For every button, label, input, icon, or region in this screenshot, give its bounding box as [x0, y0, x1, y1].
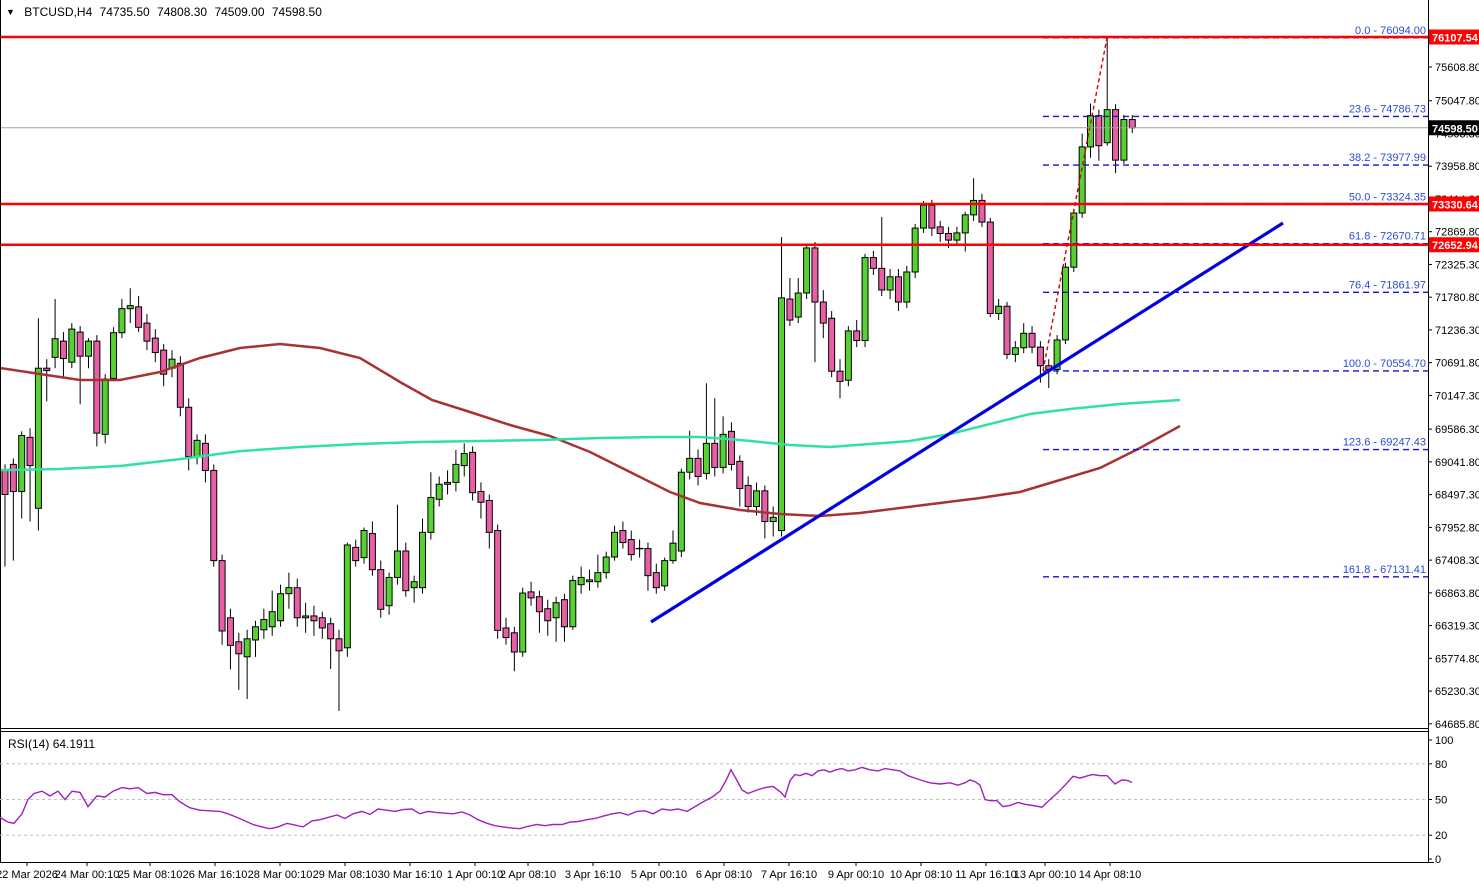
svg-text:75608.80: 75608.80: [1435, 62, 1479, 74]
svg-text:66319.30: 66319.30: [1435, 621, 1479, 633]
svg-text:61.8 - 72670.71: 61.8 - 72670.71: [1349, 231, 1426, 243]
svg-text:38.2 - 73977.99: 38.2 - 73977.99: [1349, 152, 1426, 164]
svg-text:14 Apr 08:10: 14 Apr 08:10: [1079, 869, 1141, 881]
svg-text:76.4 - 71861.97: 76.4 - 71861.97: [1349, 279, 1426, 291]
horizontal-level-lines[interactable]: [0, 35, 1428, 246]
svg-text:69041.80: 69041.80: [1435, 457, 1479, 469]
svg-text:30 Mar 16:10: 30 Mar 16:10: [378, 869, 443, 881]
svg-text:80: 80: [1435, 759, 1447, 771]
svg-text:70691.80: 70691.80: [1435, 358, 1479, 370]
svg-text:100: 100: [1435, 735, 1453, 747]
svg-text:72325.30: 72325.30: [1435, 259, 1479, 271]
rsi-panel[interactable]: 100 80 50 20 0: [0, 735, 1453, 866]
fibonacci-retracement[interactable]: 0.0 - 76094.00 23.6 - 74786.73 38.2 - 7397…: [1042, 25, 1428, 578]
svg-text:100.0 - 70554.70: 100.0 - 70554.70: [1343, 358, 1426, 370]
svg-text:69586.30: 69586.30: [1435, 424, 1479, 436]
svg-text:3 Apr 16:10: 3 Apr 16:10: [565, 869, 621, 881]
symbol-period-label: BTCUSD,H4: [24, 5, 93, 19]
ohlc-open-value: 74735.50: [99, 5, 150, 19]
chart-menu-dropdown-icon[interactable]: ▼: [6, 7, 15, 17]
svg-text:65774.80: 65774.80: [1435, 653, 1479, 665]
svg-text:161.8 - 67131.41: 161.8 - 67131.41: [1343, 564, 1426, 576]
level-price-tag: 72652.94: [1429, 237, 1479, 253]
ma-slow-line: [0, 342, 1181, 518]
svg-text:71236.30: 71236.30: [1435, 325, 1479, 337]
svg-text:6 Apr 08:10: 6 Apr 08:10: [696, 869, 752, 881]
svg-text:28 Mar 00:10: 28 Mar 00:10: [248, 869, 313, 881]
svg-text:75047.80: 75047.80: [1435, 96, 1479, 108]
svg-text:11 Apr 16:10: 11 Apr 16:10: [955, 869, 1017, 881]
svg-text:64685.80: 64685.80: [1435, 719, 1479, 731]
svg-text:67952.80: 67952.80: [1435, 522, 1479, 534]
bid-price-tag: 74598.50: [1429, 120, 1479, 136]
svg-text:20: 20: [1435, 830, 1447, 842]
ohlc-close-value: 74598.50: [271, 5, 322, 19]
svg-text:5 Apr 00:10: 5 Apr 00:10: [631, 869, 687, 881]
ohlc-high-value: 74808.30: [157, 5, 208, 19]
svg-text:66863.80: 66863.80: [1435, 588, 1479, 600]
svg-text:71780.80: 71780.80: [1435, 292, 1479, 304]
svg-text:50: 50: [1435, 795, 1447, 807]
candles-layer: [1, 37, 1136, 711]
svg-text:26 Mar 16:10: 26 Mar 16:10: [183, 869, 248, 881]
svg-text:50.0 - 73324.35: 50.0 - 73324.35: [1349, 191, 1426, 203]
svg-text:23.6 - 74786.73: 23.6 - 74786.73: [1349, 103, 1426, 115]
price-tags: 76107.54 73330.64 72652.94 74598.50: [1429, 29, 1479, 253]
svg-text:10 Apr 08:10: 10 Apr 08:10: [890, 869, 952, 881]
svg-text:22 Mar 2026: 22 Mar 2026: [0, 869, 58, 881]
level-price-tag: 73330.64: [1429, 196, 1479, 212]
panel-borders: [0, 0, 1434, 863]
svg-text:68497.30: 68497.30: [1435, 490, 1479, 502]
chart-title: ▼ BTCUSD,H4 74735.50 74808.30 74509.00 7…: [6, 5, 322, 19]
rsi-name: RSI(14): [8, 737, 50, 751]
svg-text:0.0 - 76094.00: 0.0 - 76094.00: [1355, 25, 1426, 37]
svg-text:1 Apr 00:10: 1 Apr 00:10: [447, 869, 503, 881]
svg-text:73958.80: 73958.80: [1435, 161, 1479, 173]
svg-text:13 Apr 00:10: 13 Apr 00:10: [1014, 869, 1076, 881]
svg-text:25 Mar 08:10: 25 Mar 08:10: [118, 869, 183, 881]
svg-text:9 Apr 00:10: 9 Apr 00:10: [828, 869, 884, 881]
svg-text:65230.30: 65230.30: [1435, 686, 1479, 698]
svg-text:2 Apr 08:10: 2 Apr 08:10: [500, 869, 556, 881]
svg-text:76107.54: 76107.54: [1432, 33, 1479, 45]
rsi-indicator-label: RSI(14) 64.1911: [8, 737, 95, 751]
svg-text:67408.30: 67408.30: [1435, 555, 1479, 567]
ohlc-low-value: 74509.00: [214, 5, 265, 19]
rsi-value: 64.1911: [52, 737, 96, 751]
svg-text:74598.50: 74598.50: [1432, 123, 1478, 135]
svg-text:72869.80: 72869.80: [1435, 227, 1479, 239]
svg-text:0: 0: [1435, 854, 1441, 866]
level-price-tag: 76107.54: [1429, 29, 1479, 45]
price-axis[interactable]: 75608.8075047.8074503.3073958.8073414.30…: [1428, 62, 1479, 731]
ma-fast-line: [0, 398, 1181, 472]
svg-text:29 Mar 08:10: 29 Mar 08:10: [313, 869, 378, 881]
svg-text:73330.64: 73330.64: [1432, 199, 1479, 211]
svg-text:70147.30: 70147.30: [1435, 390, 1479, 402]
svg-text:7 Apr 16:10: 7 Apr 16:10: [761, 869, 817, 881]
svg-text:123.6 - 69247.43: 123.6 - 69247.43: [1343, 437, 1426, 449]
trendline[interactable]: [650, 221, 1284, 624]
svg-text:24 Mar 00:10: 24 Mar 00:10: [55, 869, 120, 881]
svg-text:72652.94: 72652.94: [1432, 240, 1479, 252]
